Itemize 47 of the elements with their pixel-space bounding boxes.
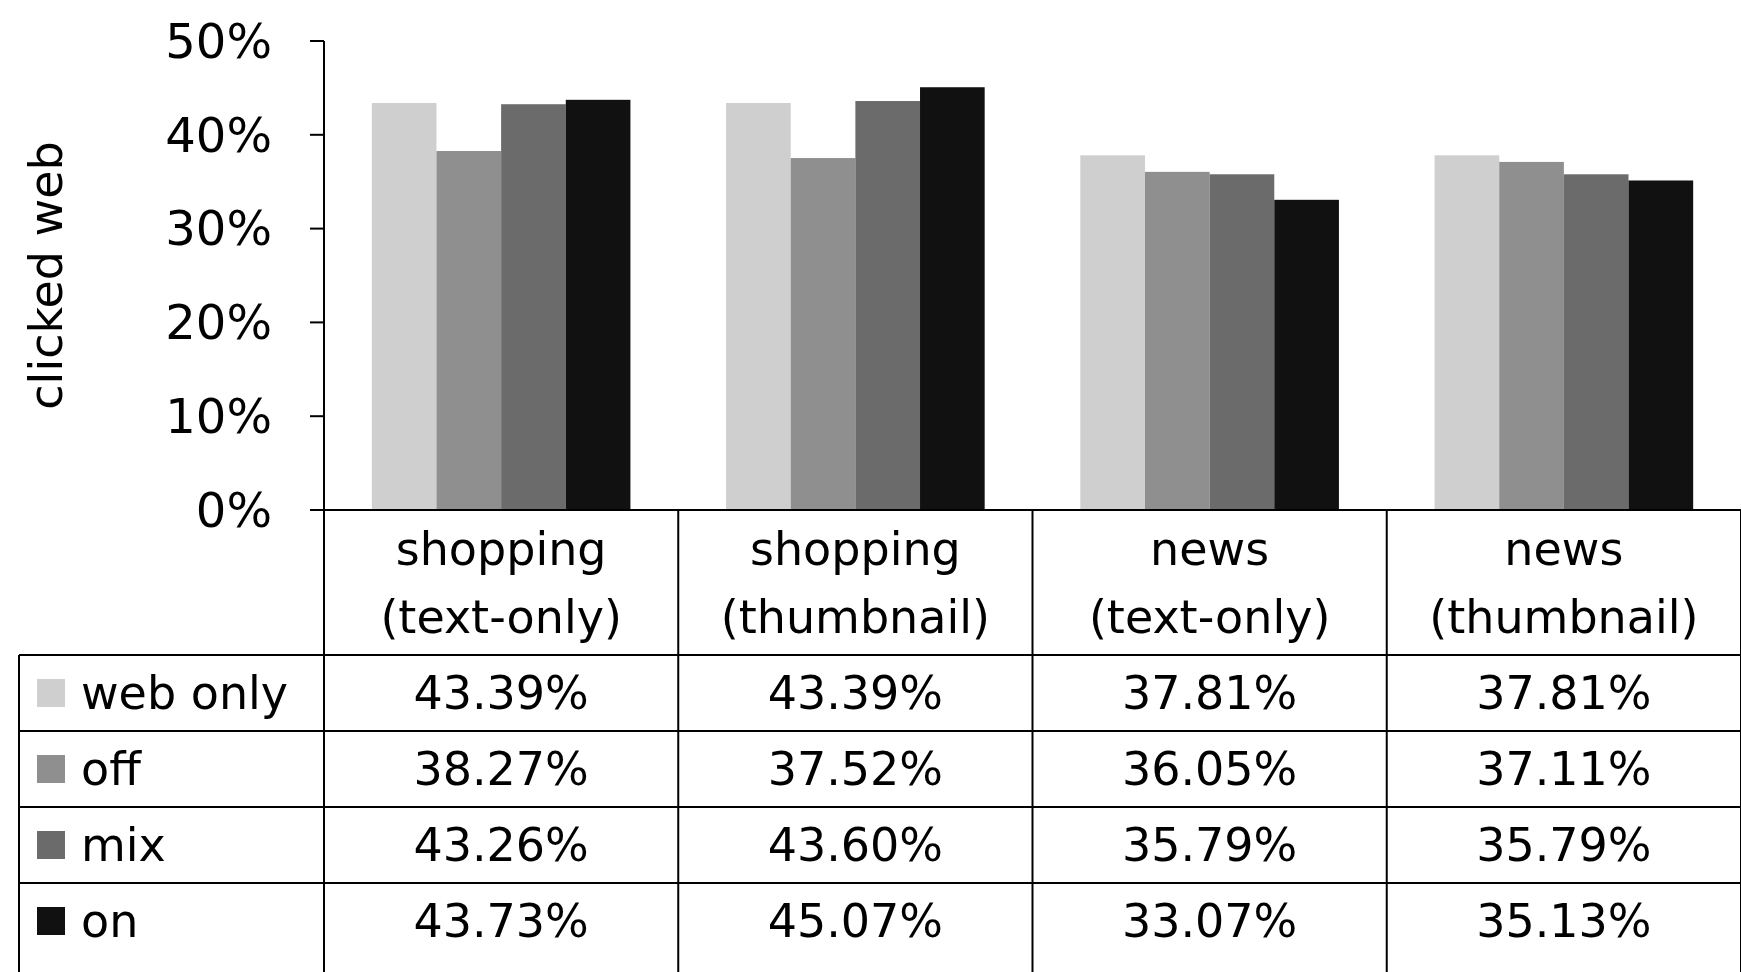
x-tick-label: news (thumbnail) bbox=[1429, 521, 1699, 644]
data-label: 43.60% bbox=[767, 818, 944, 873]
data-label: 43.73% bbox=[413, 894, 589, 949]
data-label: 37.52% bbox=[767, 742, 944, 797]
x-tick-label: shopping (thumbnail) bbox=[720, 521, 990, 644]
bar bbox=[790, 158, 856, 510]
bar bbox=[1080, 155, 1145, 510]
data-label: 43.39% bbox=[767, 666, 944, 721]
x-tick-label: news (text-only) bbox=[1088, 521, 1331, 644]
legend-label: off bbox=[81, 742, 143, 797]
bar bbox=[1499, 161, 1564, 510]
bar bbox=[565, 99, 631, 510]
y-tick-label: 40% bbox=[165, 106, 272, 163]
data-label: 37.81% bbox=[1121, 666, 1298, 721]
data-label: 33.07% bbox=[1121, 894, 1298, 949]
bar bbox=[855, 101, 921, 510]
data-label: 35.79% bbox=[1121, 818, 1298, 873]
data-label: 37.81% bbox=[1476, 666, 1652, 721]
bar bbox=[1144, 171, 1210, 510]
data-label: 38.27% bbox=[413, 742, 589, 797]
bar bbox=[920, 87, 985, 510]
bar bbox=[501, 104, 566, 510]
bar bbox=[1563, 174, 1629, 510]
data-label: 43.26% bbox=[413, 818, 589, 873]
data-label: 37.11% bbox=[1476, 742, 1652, 797]
data-label: 36.05% bbox=[1121, 742, 1298, 797]
data-label: 45.07% bbox=[767, 894, 944, 949]
y-axis-title: clicked web bbox=[19, 141, 73, 410]
bar bbox=[1628, 180, 1694, 510]
bar bbox=[1209, 174, 1275, 510]
data-label: 35.79% bbox=[1476, 818, 1652, 873]
bar bbox=[726, 103, 791, 510]
data-label: 35.13% bbox=[1476, 894, 1652, 949]
y-tick-label: 10% bbox=[165, 388, 272, 444]
data-label: 43.39% bbox=[413, 666, 589, 721]
legend-label: on bbox=[81, 894, 139, 949]
y-tick-label: 20% bbox=[165, 294, 272, 351]
bar bbox=[436, 151, 502, 510]
bar bbox=[1274, 199, 1339, 510]
bar bbox=[1434, 155, 1500, 510]
y-tick-label: 0% bbox=[195, 481, 272, 538]
x-tick-label: shopping (text-only) bbox=[380, 521, 622, 644]
y-tick-label: 50% bbox=[165, 12, 272, 69]
bar bbox=[371, 103, 437, 510]
legend-label: mix bbox=[81, 818, 166, 873]
legend-label: web only bbox=[81, 666, 289, 721]
y-tick-label: 30% bbox=[165, 200, 272, 257]
